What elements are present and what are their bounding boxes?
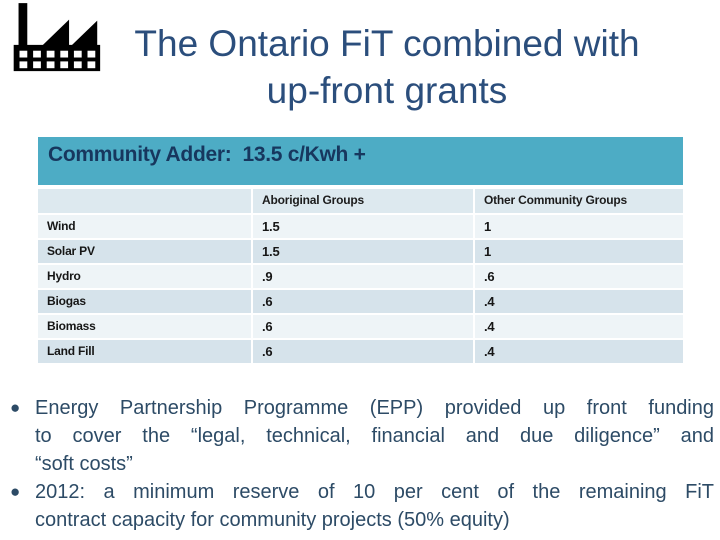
table-title-band: Community Adder: 13.5 c/Kwh + xyxy=(38,137,683,185)
table-header-row: Aboriginal Groups Other Community Groups xyxy=(38,189,683,213)
bullet-line: “soft costs” xyxy=(35,453,133,475)
slide-title-line1: The Ontario FiT combined with xyxy=(134,23,640,64)
row-label: Solar PV xyxy=(38,240,251,263)
row-label: Hydro xyxy=(38,265,251,288)
cell-other: 1 xyxy=(475,215,683,238)
row-label: Wind xyxy=(38,215,251,238)
table-row-biogas: Biogas .6 .4 xyxy=(38,290,683,313)
bullet-dot-icon: ● xyxy=(10,398,21,417)
cell-aboriginal: .9 xyxy=(253,265,473,288)
cell-aboriginal: .6 xyxy=(253,340,473,363)
bullet-epp: ● Energy Partnership Programme (EPP) pro… xyxy=(8,394,714,478)
bullet-line: to cover the “legal, technical, financia… xyxy=(35,425,714,447)
table-row-solar-pv: Solar PV 1.5 1 xyxy=(38,240,683,263)
table-row-biomass: Biomass .6 .4 xyxy=(38,315,683,338)
table-row-land-fill: Land Fill .6 .4 xyxy=(38,340,683,363)
bullet-line: 2012: a minimum reserve of 10 per cent o… xyxy=(35,481,714,503)
community-adder-table: Community Adder: 13.5 c/Kwh + Aboriginal… xyxy=(38,137,683,365)
cell-aboriginal: 1.5 xyxy=(253,240,473,263)
bullet-2012: ● 2012: a minimum reserve of 10 per cent… xyxy=(8,478,714,534)
bullet-dot-icon: ● xyxy=(10,482,21,501)
cell-aboriginal: .6 xyxy=(253,290,473,313)
cell-other: .4 xyxy=(475,315,683,338)
column-header-aboriginal: Aboriginal Groups xyxy=(253,189,473,213)
cell-other: .4 xyxy=(475,290,683,313)
row-label: Biomass xyxy=(38,315,251,338)
bullet-line: contract capacity for community projects… xyxy=(35,509,510,531)
bullet-list: ● Energy Partnership Programme (EPP) pro… xyxy=(8,394,714,534)
slide-title-line2: up-front grants xyxy=(266,70,508,111)
bullet-line: Energy Partnership Programme (EPP) provi… xyxy=(35,397,714,419)
table-row-hydro: Hydro .9 .6 xyxy=(38,265,683,288)
factory-icon xyxy=(3,2,105,85)
column-header-blank xyxy=(38,189,251,213)
cell-aboriginal: 1.5 xyxy=(253,215,473,238)
row-label: Biogas xyxy=(38,290,251,313)
cell-other: .6 xyxy=(475,265,683,288)
row-label: Land Fill xyxy=(38,340,251,363)
cell-aboriginal: .6 xyxy=(253,315,473,338)
cell-other: 1 xyxy=(475,240,683,263)
slide-title: The Ontario FiT combined with up-front g… xyxy=(58,20,716,114)
table-title: Community Adder: 13.5 c/Kwh + xyxy=(48,143,366,166)
table-row-wind: Wind 1.5 1 xyxy=(38,215,683,238)
cell-other: .4 xyxy=(475,340,683,363)
column-header-other: Other Community Groups xyxy=(475,189,683,213)
